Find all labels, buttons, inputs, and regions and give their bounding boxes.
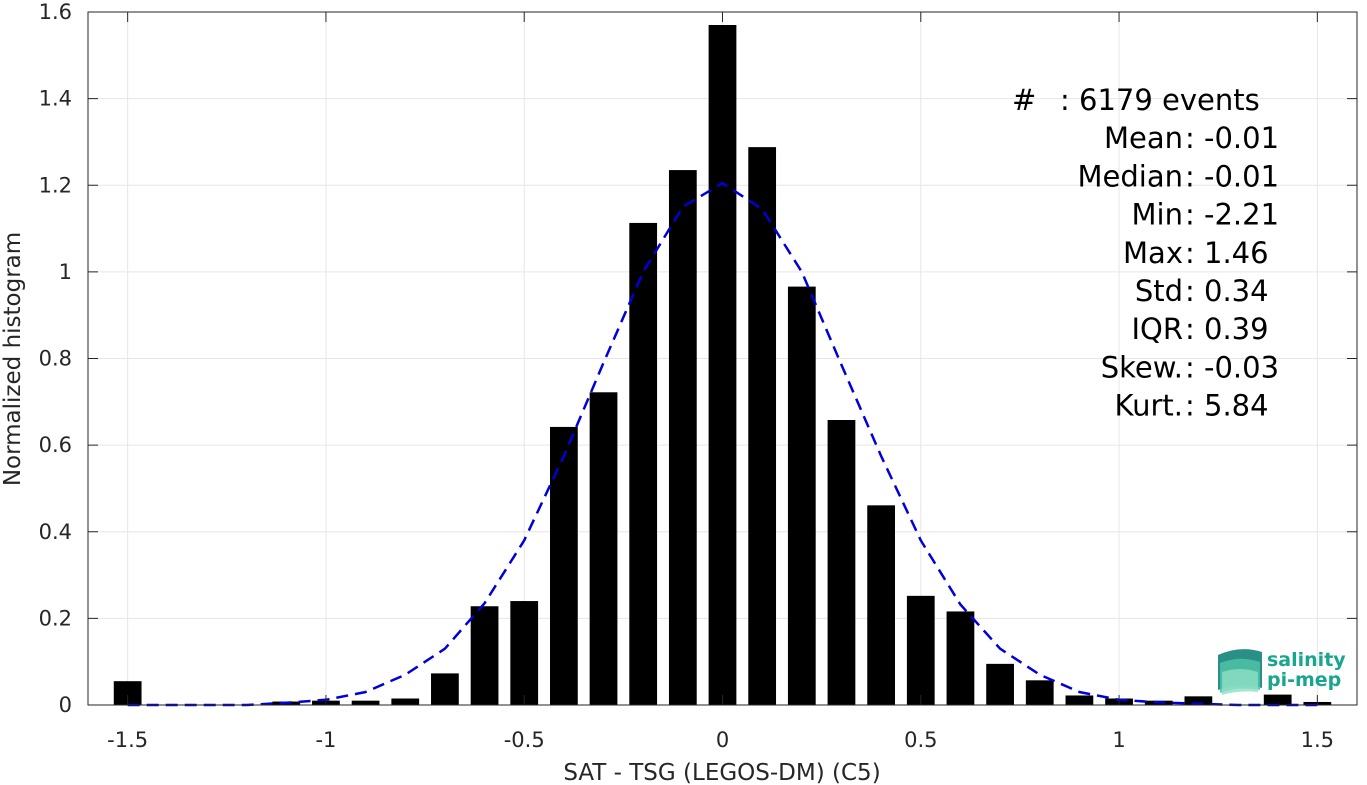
logo-line-2: pi-mep <box>1267 669 1341 691</box>
histogram-bar <box>946 611 975 705</box>
y-tick-label: 1.2 <box>39 173 72 197</box>
stat-label: # <box>1012 83 1036 117</box>
histogram-bar <box>708 24 737 705</box>
x-tick-label: 1 <box>1112 728 1125 752</box>
x-tick-label: -1.5 <box>107 728 148 752</box>
histogram-bar <box>1263 694 1292 705</box>
histogram-bar <box>1025 680 1054 705</box>
stat-label: Mean <box>1104 121 1183 155</box>
x-tick-label: -0.5 <box>504 728 545 752</box>
histogram-bar <box>113 681 142 705</box>
histogram-bar <box>589 392 618 705</box>
y-tick-label: 1.6 <box>39 0 72 24</box>
stat-value: : 1.46 <box>1185 236 1269 270</box>
stat-value: : 5.84 <box>1185 389 1269 423</box>
stat-label: Median <box>1078 159 1183 193</box>
histogram-bar <box>906 595 935 705</box>
y-tick-label: 0 <box>59 693 72 717</box>
axes-layer <box>87 11 1358 706</box>
histogram-bar <box>431 673 459 705</box>
histogram-bar <box>668 170 697 705</box>
logo-line-1: salinity <box>1267 649 1346 671</box>
stat-label: Std <box>1135 274 1183 308</box>
stat-value: : 0.34 <box>1185 274 1269 308</box>
histogram-bar <box>510 601 539 705</box>
histogram-bar <box>391 698 420 705</box>
x-tick-label: 0 <box>716 728 729 752</box>
stat-label: Max <box>1123 236 1183 270</box>
y-tick-label: 1 <box>59 260 72 284</box>
y-tick-label: 0.6 <box>39 433 72 457</box>
stat-label: Min <box>1132 198 1183 232</box>
x-tick-label: 1.5 <box>1301 728 1334 752</box>
x-tick-label: 0.5 <box>904 728 937 752</box>
stat-value: : -0.01 <box>1185 159 1279 193</box>
histogram-bar <box>986 663 1014 705</box>
y-tick-label: 0.8 <box>39 347 72 371</box>
stat-value: : -0.03 <box>1185 350 1279 384</box>
histogram-bar <box>748 147 777 705</box>
tick-labels-layer: -1.5 -1 -0.5 0 0.5 1 1.5 0 0.2 0.4 0.6 0.8 1 1.2 1.4 1.… <box>39 0 1334 752</box>
histogram-bar <box>1065 695 1094 705</box>
y-axis-label: Normalized histogram <box>0 232 26 486</box>
stat-label: Skew. <box>1101 350 1183 384</box>
y-tick-label: 1.4 <box>39 87 72 111</box>
x-tick-label: -1 <box>315 728 336 752</box>
stat-label: Kurt. <box>1115 389 1183 423</box>
y-tick-label: 0.2 <box>39 606 72 630</box>
histogram-bar <box>629 222 658 705</box>
histogram-bar <box>787 286 816 705</box>
histogram-bar <box>827 420 856 705</box>
histogram-bar <box>470 606 499 705</box>
salinity-pi-mep-logo: salinity pi-mep <box>1218 649 1346 695</box>
histogram-bar <box>351 700 380 705</box>
histogram-bar <box>549 426 578 705</box>
stat-value: : -2.21 <box>1185 198 1279 232</box>
histogram-bar <box>867 505 896 705</box>
wave-icon <box>1218 649 1262 695</box>
histogram-bar <box>1184 696 1213 705</box>
stat-value: : -0.01 <box>1185 121 1279 155</box>
x-axis-label: SAT - TSG (LEGOS-DM) (C5) <box>563 760 880 785</box>
stat-value: : 6179 events <box>1060 83 1260 117</box>
stat-value: : 0.39 <box>1185 312 1269 346</box>
bars-layer <box>113 24 1332 705</box>
stat-label: IQR <box>1131 312 1183 346</box>
y-tick-label: 0.4 <box>39 520 72 544</box>
